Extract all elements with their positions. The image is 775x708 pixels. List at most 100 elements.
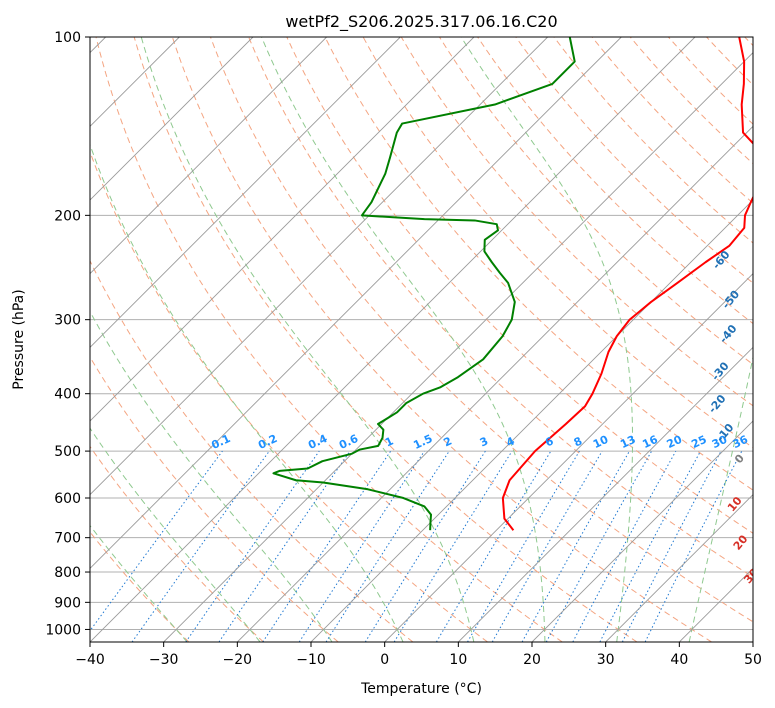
moist-adiabat xyxy=(688,354,753,642)
isotherms xyxy=(90,37,753,642)
x-tick-label: 0 xyxy=(380,652,389,668)
dry-adiabat xyxy=(90,445,264,642)
mixing-ratio-label: 16 xyxy=(640,433,660,451)
mixing-ratio-line xyxy=(131,450,270,642)
moist-adiabat-label: 40 xyxy=(756,595,775,615)
mixing-ratio-label: 10 xyxy=(591,433,611,451)
isotherm-line xyxy=(163,52,753,642)
x-tick-label: −20 xyxy=(223,652,253,668)
dry-adiabat-label: -60 xyxy=(710,248,733,272)
isotherm-line xyxy=(90,37,327,275)
y-tick-label: 200 xyxy=(54,208,81,224)
isotherm-line xyxy=(605,494,753,642)
mixing-ratio-label: 36 xyxy=(731,433,751,451)
moist-adiabats xyxy=(90,37,753,642)
isotherm-line xyxy=(90,37,622,569)
temperature-line xyxy=(501,37,753,531)
dry-adiabat-label: -50 xyxy=(720,288,743,312)
mixing-ratio-line xyxy=(599,450,701,642)
moist-adiabat xyxy=(261,37,546,642)
dry-adiabats xyxy=(90,37,753,642)
x-tick-label: 10 xyxy=(449,652,467,668)
mixing-ratio-line xyxy=(435,450,552,642)
dry-adiabat xyxy=(90,356,339,642)
dry-adiabat xyxy=(515,37,753,284)
mixing-ratio-label: 0.1 xyxy=(209,432,232,452)
isotherm-line xyxy=(90,37,696,642)
dry-adiabat-label: -20 xyxy=(706,392,729,416)
moist-adiabat-label: 30 xyxy=(741,566,761,586)
dry-adiabat xyxy=(210,37,753,623)
plot-frame xyxy=(89,36,754,643)
isotherm-line xyxy=(458,346,753,642)
dry-adiabat xyxy=(95,37,563,642)
mixing-ratio-line xyxy=(185,450,320,642)
mixing-ratio-line xyxy=(364,450,486,642)
y-tick-label: 600 xyxy=(54,491,81,507)
x-tick-label: 20 xyxy=(523,652,541,668)
moist-adiabat xyxy=(140,37,475,642)
grid-layer xyxy=(90,37,753,630)
profile-lines xyxy=(272,37,753,531)
y-tick-label: 800 xyxy=(54,565,81,581)
y-axis: 100 200 300 400 500 600 700 800 900 1000 xyxy=(45,30,90,638)
y-tick-label: 700 xyxy=(54,531,81,547)
moist-adiabat xyxy=(90,310,333,642)
moist-adiabat xyxy=(90,427,261,642)
isotherm-line xyxy=(90,37,475,422)
mixing-ratio-line xyxy=(545,450,653,642)
dry-adiabat-label: -40 xyxy=(717,322,740,346)
mixing-ratio-label: 20 xyxy=(665,433,685,451)
isotherm-line xyxy=(531,420,753,642)
dry-adiabat xyxy=(171,37,712,642)
isotherm-line xyxy=(310,199,753,642)
mixing-ratio-label: 1.5 xyxy=(411,432,434,452)
dry-adiabat xyxy=(90,259,414,642)
dry-adiabat xyxy=(324,37,753,491)
moist-adiabat xyxy=(90,143,404,642)
isotherm-line xyxy=(90,37,548,496)
moist-adiabat-label: 20 xyxy=(731,532,751,552)
y-axis-title: Pressure (hPa) xyxy=(11,289,27,389)
mixing-ratio-line xyxy=(218,450,351,642)
mixing-ratio-label: 13 xyxy=(618,433,637,451)
isotherm-line xyxy=(90,37,401,348)
dry-adiabat xyxy=(286,37,753,534)
mixing-ratio-line xyxy=(644,450,743,642)
dry-adiabat xyxy=(744,37,753,47)
mixing-ratio-label: 1 xyxy=(383,434,395,449)
dry-adiabat xyxy=(248,37,753,578)
y-tick-label: 300 xyxy=(54,313,81,329)
plot-area: 0.10.20.40.611.52346810131620253036-100-… xyxy=(90,37,775,642)
dry-adiabat-label: -70 xyxy=(763,188,775,212)
mixing-ratio-line xyxy=(393,450,513,642)
dry-adiabat xyxy=(90,531,190,642)
x-tick-label: −10 xyxy=(296,652,326,668)
mixing-ratio-line xyxy=(325,450,450,642)
mixing-ratio-label: 8 xyxy=(572,434,584,449)
isotherm-line xyxy=(384,273,753,642)
x-tick-label: 40 xyxy=(670,652,688,668)
dry-adiabat xyxy=(591,37,753,204)
isotherm-line xyxy=(90,37,254,201)
mixing-ratio-line xyxy=(262,450,392,642)
x-tick-label: 30 xyxy=(597,652,615,668)
moist-adiabat-label: 10 xyxy=(725,494,745,514)
mixing-ratio-label: 0.4 xyxy=(306,432,329,452)
moist-adiabat xyxy=(90,524,188,642)
mixing-ratio-line xyxy=(521,450,630,642)
y-tick-label: 1000 xyxy=(45,622,81,638)
y-tick-label: 900 xyxy=(54,595,81,611)
dry-adiabat xyxy=(133,37,638,642)
moist-adiabat-label: 0 xyxy=(732,452,747,466)
mixing-ratio-line xyxy=(90,450,223,632)
moist-adiabat xyxy=(460,37,634,642)
x-tick-label: −40 xyxy=(75,652,105,668)
mixing-ratio-lines xyxy=(90,450,743,642)
x-tick-label: 50 xyxy=(744,652,762,668)
mixing-ratio-line xyxy=(298,450,425,642)
y-tick-label: 100 xyxy=(54,30,81,46)
mixing-ratio-label: 6 xyxy=(543,434,556,449)
mixing-ratio-label: 25 xyxy=(689,433,708,451)
